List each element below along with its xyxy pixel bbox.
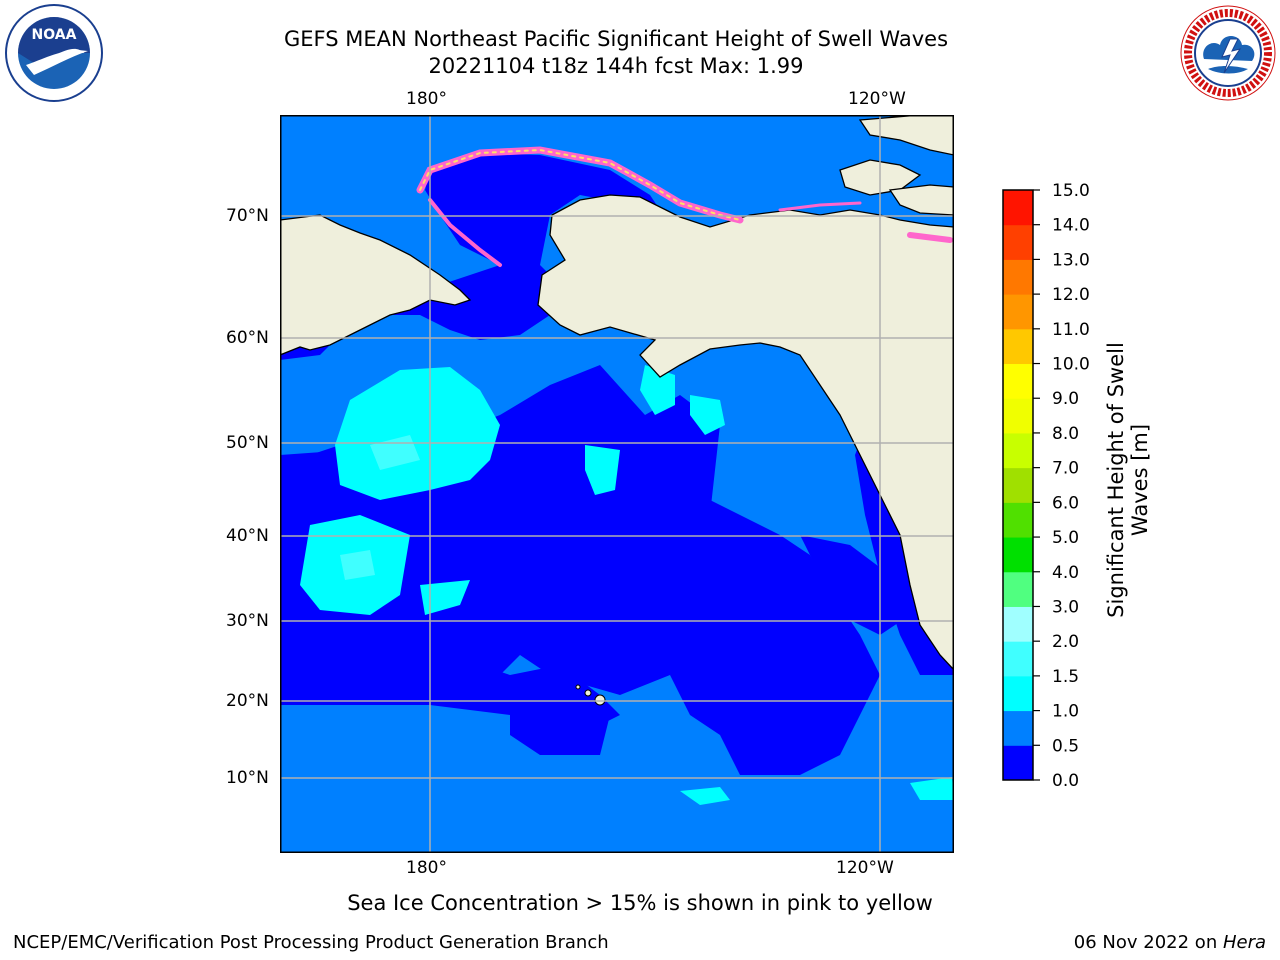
colorbar-tick-label: 1.0	[1052, 702, 1079, 722]
colorbar-tick-label: 0.0	[1052, 771, 1079, 790]
colorbar-band	[1003, 641, 1033, 677]
colorbar-band	[1003, 710, 1033, 746]
graticule	[280, 115, 954, 853]
colorbar-band	[1003, 259, 1033, 295]
map-title: GEFS MEAN Northeast Pacific Significant …	[283, 27, 949, 51]
lat-label-70n: 70°N	[226, 206, 269, 226]
lat-label-40n: 40°N	[226, 526, 269, 546]
hawaii-islands	[575, 684, 606, 706]
colorbar-label-line1: Significant Height of Swell	[1104, 342, 1128, 618]
lat-label-20n: 20°N	[226, 691, 269, 711]
colorbar-tick-label: 5.0	[1052, 528, 1079, 548]
colorbar-tick-label: 14.0	[1052, 216, 1090, 236]
sea-ice-edge	[416, 146, 953, 267]
colorbar-band	[1003, 294, 1033, 330]
map-subtitle: 20221104 t18z 144h fcst Max: 1.99	[428, 54, 804, 78]
lat-label-60n: 60°N	[226, 328, 269, 348]
colorbar-tick-label: 1.5	[1052, 667, 1079, 687]
colorbar-label-line2: Waves [m]	[1128, 423, 1152, 537]
colorbar-tick-label: 0.5	[1052, 736, 1079, 756]
lon-label-bottom-180: 180°	[406, 858, 447, 878]
colorbar-band	[1003, 606, 1033, 642]
colorbar-band	[1003, 467, 1033, 503]
colorbar-band	[1003, 224, 1033, 260]
colorbar-band	[1003, 328, 1033, 365]
lat-label-30n: 30°N	[226, 611, 269, 631]
colorbar-label: Significant Height of Swell Waves [m]	[1104, 180, 1164, 780]
colorbar-band	[1003, 190, 1033, 226]
colorbar-tick-label: 15.0	[1052, 181, 1090, 201]
colorbar-tick-label: 11.0	[1052, 320, 1090, 340]
noaa-logo-text: NOAA	[32, 27, 77, 43]
colorbar-tick-label: 13.0	[1052, 250, 1090, 270]
footer-right: 06 Nov 2022 on Hera	[1074, 932, 1266, 953]
footer-date: 06 Nov 2022 on	[1073, 932, 1223, 953]
colorbar-tick-label: 12.0	[1052, 285, 1090, 305]
lat-label-10n: 10°N	[226, 768, 269, 788]
colorbar-tick-label: 8.0	[1052, 424, 1079, 444]
colorbar-band	[1003, 432, 1033, 469]
sea-ice-annotation: Sea Ice Concentration > 15% is shown in …	[347, 891, 933, 915]
colorbar-band	[1003, 571, 1033, 607]
colorbar: 0.0 0.5 1.0 1.5 2.0 3.0 4.0 5.0 6.0 7.0 8.0 9.0 10.0…	[1002, 181, 1090, 790]
colorbar-tick-label: 4.0	[1052, 563, 1079, 583]
colorbar-band	[1003, 745, 1033, 781]
colorbar-band	[1003, 398, 1033, 434]
footer-host: Hera	[1222, 932, 1266, 953]
map-frame	[280, 115, 954, 853]
colorbar-band	[1003, 675, 1033, 712]
colorbar-band	[1003, 363, 1033, 399]
colorbar-ticks: 0.0 0.5 1.0 1.5 2.0 3.0 4.0 5.0 6.0 7.0 8.0 9.0 10.0…	[1033, 181, 1090, 790]
lon-label-top-180: 180°	[406, 89, 447, 109]
map-panel	[280, 115, 954, 853]
colorbar-bands	[1003, 190, 1033, 781]
colorbar-tick-label: 7.0	[1052, 459, 1079, 479]
colorbar-tick-label: 6.0	[1052, 493, 1079, 513]
lon-label-bottom-120w: 120°W	[836, 858, 894, 878]
colorbar-frame	[1002, 189, 1034, 781]
lon-label-top-120w: 120°W	[848, 89, 906, 109]
colorbar-band	[1003, 537, 1033, 573]
colorbar-tick-label: 2.0	[1052, 632, 1079, 652]
nws-logo-icon	[1180, 5, 1276, 101]
noaa-logo-icon: NOAA	[5, 4, 103, 102]
lat-label-50n: 50°N	[226, 433, 269, 453]
colorbar-tick-label: 3.0	[1052, 597, 1079, 617]
footer-left: NCEP/EMC/Verification Post Processing Pr…	[13, 932, 609, 953]
colorbar-band	[1003, 502, 1033, 538]
colorbar-tick-label: 10.0	[1052, 355, 1090, 375]
colorbar-tick-label: 9.0	[1052, 389, 1079, 409]
